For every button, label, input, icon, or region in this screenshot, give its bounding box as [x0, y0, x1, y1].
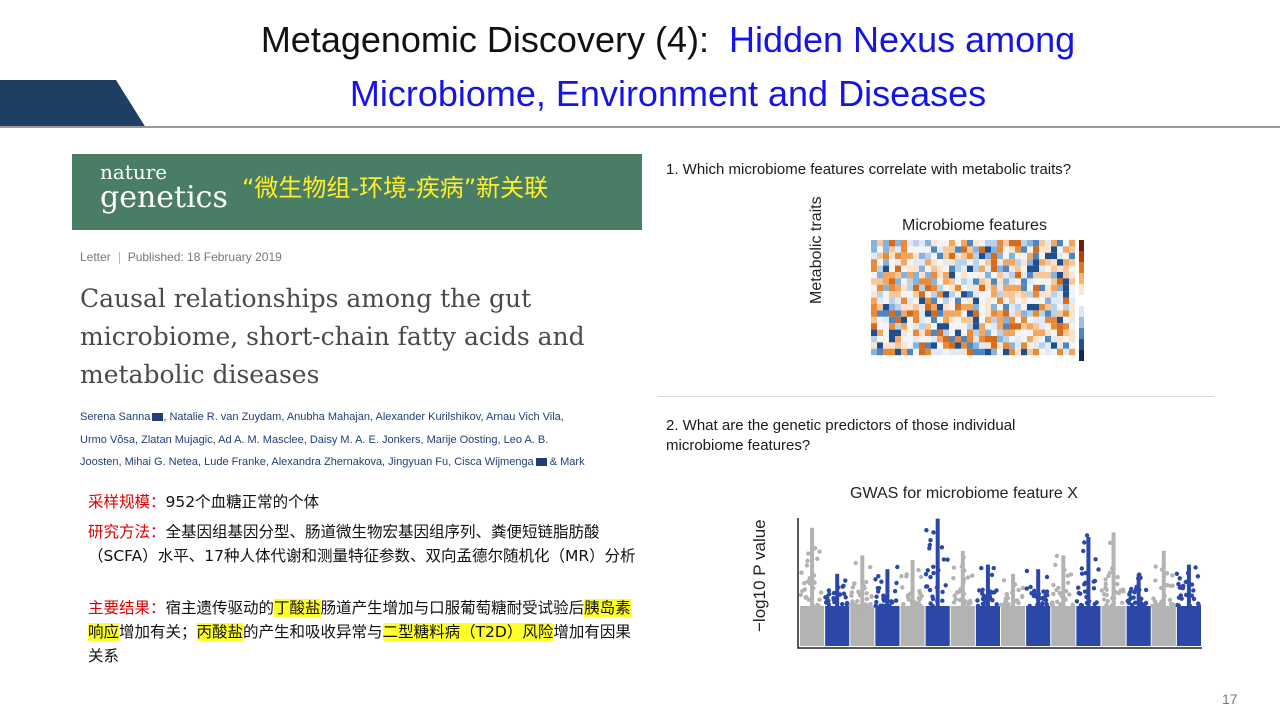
sample-text: 952个血糖正常的个体: [165, 493, 320, 511]
result-text-4: 的产生和吸收异常与: [243, 623, 383, 641]
sample-size-block: 采样规模：952个血糖正常的个体: [88, 493, 320, 511]
email-icon: [535, 458, 547, 467]
question-2-line1: 2. What are the genetic predictors of th…: [666, 417, 1016, 434]
sample-label: 采样规模: [88, 493, 151, 511]
manhattan-plot: [797, 518, 1202, 649]
page-number: 17: [1222, 691, 1238, 707]
result-text-5: 增加有因果关系: [88, 623, 631, 665]
email-icon: [152, 413, 164, 422]
slide-title-line2: Microbiome, Environment and Diseases: [349, 73, 987, 114]
gwas-title: GWAS for microbiome feature X: [850, 485, 1078, 502]
journal-logo-line1: nature: [100, 160, 168, 184]
slide-title-line1: Metagenomic Discovery (4): Hidden Nexus …: [28, 18, 1280, 62]
correlation-heatmap: [871, 240, 1084, 361]
heatmap-ylabel: Metabolic traits: [808, 196, 825, 304]
figure-panel: 1. Which microbiome features correlate w…: [658, 154, 1221, 674]
method-block: 研究方法：全基因组基因分型、肠道微生物宏基因组序列、粪便短链脂肪酸（SCFA）水…: [88, 523, 636, 565]
gwas-ylabel: −log10 P value: [750, 519, 769, 632]
highlight-propionate: 丙酸盐: [196, 623, 244, 641]
authors-line1: , Natalie R. van Zuydam, Anubha Mahajan,…: [163, 411, 564, 423]
journal-logo: nature genetics: [100, 162, 228, 214]
title-part2: Hidden Nexus among: [728, 19, 1076, 60]
question-1: 1. Which microbiome features correlate w…: [666, 161, 1072, 178]
published-date: Published: 18 February 2019: [127, 250, 282, 264]
paper-excerpt: nature genetics “微生物组-环境-疾病”新关联 Letter Pu…: [72, 154, 658, 666]
question-2-line2: microbiome features?: [666, 437, 811, 454]
article-title: Causal relationships among the gut micro…: [80, 284, 585, 389]
result-text-1: 宿主遗传驱动的: [165, 599, 275, 617]
figure-divider: [658, 396, 1214, 397]
heatmap-title: Microbiome features: [902, 217, 1047, 234]
method-label: 研究方法: [88, 523, 151, 541]
result-block: 主要结果：宿主遗传驱动的丁酸盐肠道产生增加与口服葡萄糖耐受试验后胰岛素响应增加有…: [88, 599, 631, 665]
title-divider: [0, 126, 1280, 128]
method-text: 全基因组基因分型、肠道微生物宏基因组序列、粪便短链脂肪酸（SCFA）水平、17种…: [88, 523, 636, 565]
authors-line3: Joosten, Mihai G. Netea, Lude Franke, Al…: [80, 456, 534, 468]
first-author: Serena Sanna: [80, 411, 151, 423]
highlight-t2d-risk: 二型糖料病（T2D）风险: [382, 623, 554, 641]
corner-decoration: [0, 80, 146, 128]
highlight-butyrate: 丁酸盐: [274, 599, 321, 617]
journal-logo-line2: genetics: [100, 180, 228, 215]
article-type: Letter: [80, 250, 111, 264]
result-label: 主要结果: [88, 599, 151, 617]
banner-chinese-caption: “微生物组-环境-疾病”新关联: [242, 174, 549, 202]
authors-line3-end: & Mark: [549, 456, 585, 468]
authors-line2: Urmo Võsa, Zlatan Mujagic, Ad A. M. Masc…: [80, 433, 549, 446]
journal-banner: nature genetics “微生物组-环境-疾病”新关联: [72, 154, 642, 230]
result-text-2: 肠道产生增加与口服葡萄糖耐受试验后: [320, 599, 585, 617]
author-list: Serena Sanna , Natalie R. van Zuydam, Anu…: [80, 406, 645, 474]
question-2: 2. What are the genetic predictors of th…: [666, 416, 1015, 456]
title-part1: Metagenomic Discovery (4):: [260, 19, 709, 60]
result-text-3: 增加有关；: [119, 623, 197, 641]
article-meta: Letter Published: 18 February 2019: [80, 250, 282, 264]
